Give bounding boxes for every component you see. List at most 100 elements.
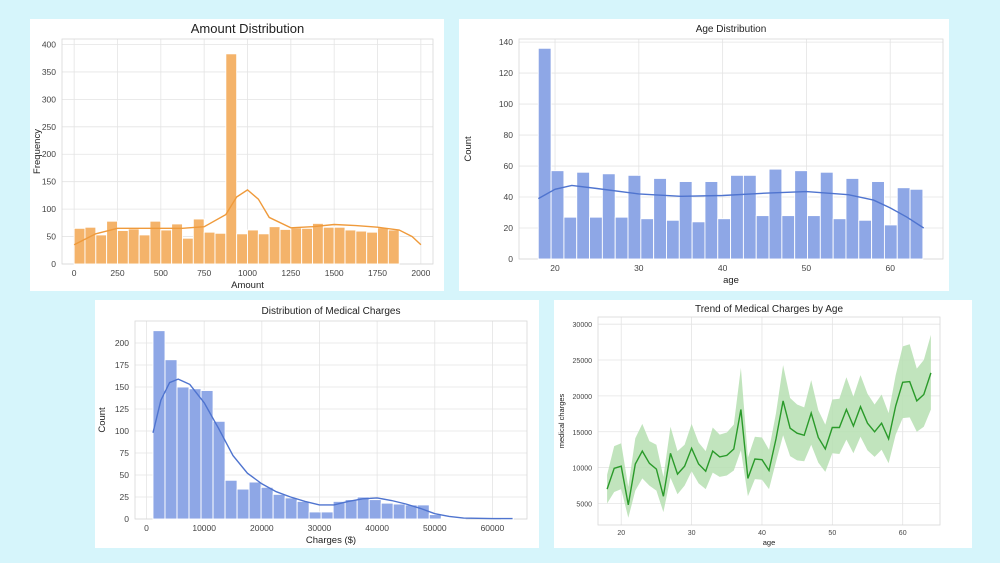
y-tick-label: 20	[504, 223, 514, 233]
y-tick-label: 50	[47, 232, 57, 242]
x-tick-label: 250	[110, 268, 124, 278]
histogram-bar	[440, 517, 454, 520]
histogram-bar	[550, 170, 565, 260]
y-tick-label: 0	[508, 254, 513, 264]
histogram-bar	[845, 177, 860, 260]
x-tick-label: 60000	[481, 523, 505, 533]
histogram-bar	[308, 511, 322, 520]
y-tick-label: 75	[120, 448, 130, 458]
histogram-bar	[704, 181, 719, 260]
y-tick-label: 0	[124, 514, 129, 524]
histogram-bar	[344, 499, 358, 520]
histogram-bar	[127, 228, 140, 265]
histogram-bar	[366, 231, 378, 265]
medical-charges-distribution-panel: Distribution of Medical Charges 0 10000 200…	[95, 300, 539, 548]
histogram-bar	[368, 499, 382, 520]
y-tick-label: 300	[42, 94, 56, 104]
histogram-bar	[188, 388, 202, 520]
kde-curve	[73, 189, 422, 246]
histogram-bar	[678, 181, 693, 260]
x-tick-label: 60	[885, 263, 895, 273]
chart-title: Distribution of Medical Charges	[262, 306, 401, 317]
x-tick-label: 750	[197, 268, 211, 278]
y-tick-label: 350	[42, 67, 56, 77]
y-tick-label: 125	[115, 404, 129, 414]
histogram-bar	[290, 227, 303, 265]
x-tick-label: 50	[828, 530, 836, 537]
y-tick-label: 80	[504, 130, 514, 140]
histogram-bar	[653, 177, 667, 260]
histogram-bar	[248, 481, 262, 520]
histogram-bar	[333, 226, 346, 265]
histogram-bar	[257, 233, 270, 265]
histogram-bar	[377, 227, 389, 265]
y-axis-label: Count	[97, 407, 108, 433]
histogram-bar	[717, 218, 732, 260]
histogram-bar	[768, 168, 783, 260]
histogram-bar	[106, 220, 118, 265]
x-tick-label: 30000	[308, 523, 332, 533]
y-tick-label: 175	[115, 360, 129, 370]
y-tick-label: 20000	[573, 394, 593, 401]
y-tick-label: 100	[42, 204, 56, 214]
histogram-bar	[537, 47, 552, 260]
histogram-bar	[627, 174, 642, 260]
x-tick-label: 1750	[368, 268, 387, 278]
histogram-bar	[73, 227, 86, 265]
histogram-bar	[387, 229, 400, 265]
y-axis-label: Count	[463, 136, 474, 162]
kde-curve	[152, 378, 513, 520]
histogram-bar	[392, 503, 406, 520]
y-tick-label: 60	[504, 161, 514, 171]
histogram-bar	[214, 232, 227, 265]
histogram-bar	[200, 390, 214, 520]
histogram-bar	[296, 500, 310, 520]
x-tick-label: 2000	[411, 268, 430, 278]
plot-area	[597, 316, 941, 526]
x-tick-label: 1500	[325, 268, 344, 278]
y-tick-label: 150	[42, 177, 56, 187]
x-tick-label: 0	[144, 523, 149, 533]
histogram-bar	[236, 488, 250, 520]
histogram-bar	[138, 234, 151, 265]
y-tick-label: 25000	[573, 358, 593, 365]
x-tick-label: 10000	[192, 523, 216, 533]
histogram-bar	[807, 215, 821, 260]
histogram-bar	[614, 216, 629, 260]
histogram-bar	[355, 230, 368, 265]
histogram-bar	[356, 496, 370, 520]
histogram-bar	[268, 226, 281, 265]
y-tick-label: 100	[115, 426, 129, 436]
histogram-bar	[576, 171, 591, 260]
y-tick-label: 15000	[573, 430, 593, 437]
histogram-bar	[896, 187, 911, 260]
chart-title: Amount Distribution	[191, 21, 304, 36]
y-tick-label: 100	[499, 99, 513, 109]
histogram-bar	[272, 493, 286, 520]
x-tick-label: 40	[758, 530, 766, 537]
x-tick-label: 30	[688, 530, 696, 537]
histogram-bar	[301, 227, 313, 265]
y-tick-label: 5000	[576, 501, 592, 508]
x-axis-label: Charges ($)	[306, 535, 356, 546]
histogram-bar	[322, 226, 335, 265]
x-tick-label: 40000	[365, 523, 389, 533]
histogram-bar	[691, 221, 706, 260]
y-tick-label: 40	[504, 192, 514, 202]
chart-title: Trend of Medical Charges by Age	[695, 304, 843, 315]
medical-charges-distribution-chart: Distribution of Medical Charges 0 10000 200…	[97, 306, 528, 546]
histogram-bar	[279, 228, 292, 265]
y-tick-label: 120	[499, 68, 513, 78]
histogram-bar	[225, 53, 238, 265]
y-tick-label: 50	[120, 470, 130, 480]
y-tick-label: 400	[42, 39, 56, 49]
amount-distribution-panel: Amount Distribution 0 250 500 750 1000 1250 150…	[30, 19, 444, 291]
histogram-bar	[858, 219, 873, 260]
histogram-bar	[589, 216, 603, 260]
y-tick-label: 250	[42, 122, 56, 132]
histogram-bar	[380, 502, 394, 520]
histogram-bar	[832, 218, 847, 260]
histogram-bar	[247, 229, 259, 265]
histogram-bar	[871, 181, 885, 260]
histogram-bar	[730, 174, 744, 260]
